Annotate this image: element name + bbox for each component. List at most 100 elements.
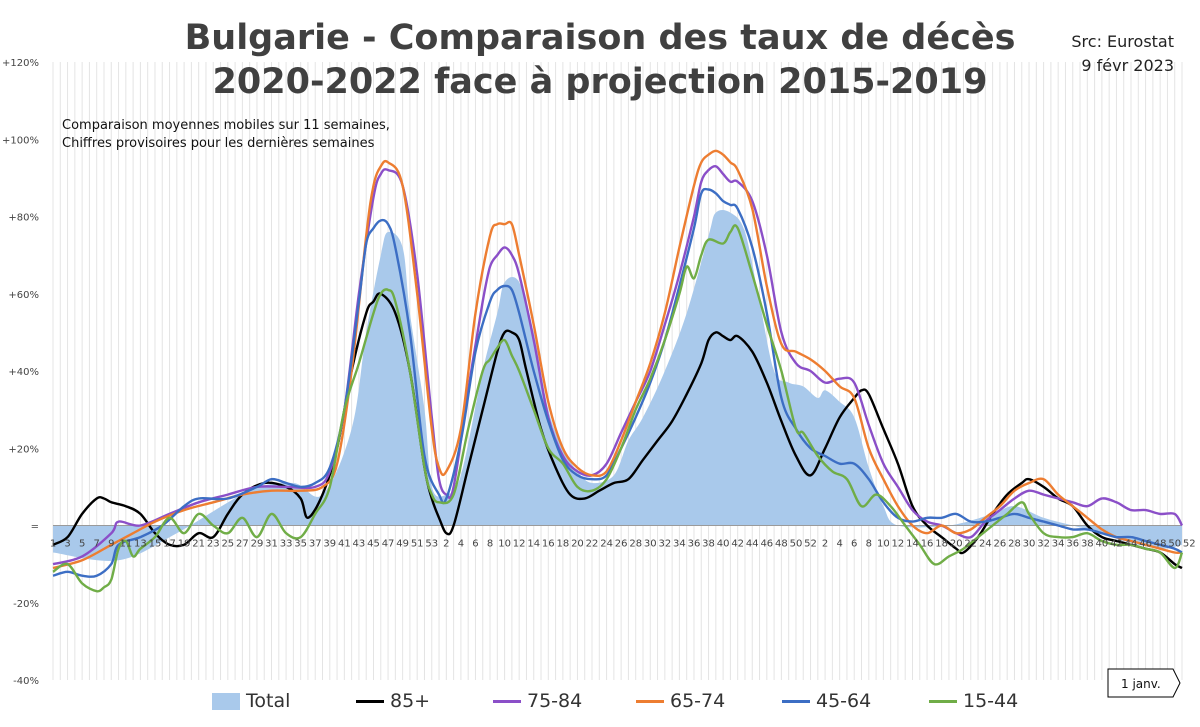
x-tick-label: 52 (804, 539, 817, 550)
x-tick-label: 6 (851, 539, 857, 550)
x-tick-label: 46 (760, 539, 773, 550)
x-tick-label: 22 (964, 539, 977, 550)
x-tick-label: 51 (411, 539, 424, 550)
x-tick-label: 27 (236, 539, 249, 550)
x-axis-ticks: 1 3 5 7 9 11 13 15 17 19 21 23 25 27 29 31 33 35 37 39 41 43 4… (50, 539, 1196, 550)
x-tick-label: 28 (629, 539, 642, 550)
legend-swatch-icon (929, 699, 957, 703)
x-tick-label: 39 (323, 539, 336, 550)
x-tick-label: 48 (775, 539, 788, 550)
legend-swatch-icon (493, 699, 521, 703)
x-tick-label: 49 (396, 539, 409, 550)
x-tick-label: 53 (425, 539, 438, 550)
x-tick-label: 32 (658, 539, 671, 550)
x-tick-label: 6 (472, 539, 478, 550)
x-tick-label: 26 (994, 539, 1007, 550)
x-tick-label: 38 (702, 539, 715, 550)
year-marker: 1 janv. (1107, 668, 1181, 698)
x-tick-label: 52 (1183, 539, 1196, 550)
x-tick-label: 44 (746, 539, 759, 550)
legend-swatch-icon (356, 699, 384, 703)
legend-label: 75-84 (527, 690, 583, 712)
year-marker-box-icon (1107, 668, 1181, 698)
legend-item-65-74: 65-74 (636, 686, 725, 716)
legend-label: Total (246, 690, 291, 712)
x-tick-label: 7 (94, 539, 100, 550)
x-tick-label: 12 (513, 539, 526, 550)
x-tick-label: 50 (790, 539, 803, 550)
x-tick-label: 40 (1096, 539, 1109, 550)
x-tick-label: 40 (717, 539, 730, 550)
x-tick-label: 28 (1008, 539, 1021, 550)
x-tick-label: 34 (673, 539, 686, 550)
x-tick-label: 21 (192, 539, 205, 550)
y-tick-label: -20% (13, 599, 39, 610)
series-line-85 (52, 292, 1183, 570)
legend-label: 15-44 (963, 690, 1019, 712)
legend: Total 85+ 75-84 65-74 45-64 15-44 (0, 686, 1200, 716)
x-tick-label: 30 (1023, 539, 1036, 550)
y-tick-label: +20% (8, 444, 39, 455)
x-tick-label: 24 (979, 539, 992, 550)
x-tick-label: 24 (600, 539, 613, 550)
legend-swatch-icon (636, 699, 664, 703)
y-tick-label: -40% (13, 676, 39, 687)
legend-item-75-84: 75-84 (493, 686, 582, 716)
x-tick-label: 30 (644, 539, 657, 550)
x-tick-label: 26 (615, 539, 628, 550)
legend-item-15-44: 15-44 (929, 686, 1018, 716)
legend-label: 65-74 (670, 690, 726, 712)
legend-item-total: Total (212, 686, 290, 716)
y-tick-label: +80% (8, 213, 39, 224)
x-tick-label: 17 (163, 539, 176, 550)
x-tick-label: 10 (498, 539, 511, 550)
x-tick-label: 42 (1110, 539, 1123, 550)
x-tick-label: 1 (50, 539, 56, 550)
x-tick-label: 44 (1125, 539, 1138, 550)
x-tick-label: 9 (108, 539, 114, 550)
x-tick-label: 11 (119, 539, 132, 550)
note-line2: Chiffres provisoires pour les dernières … (62, 136, 375, 151)
y-tick-label: +120% (2, 58, 39, 69)
x-tick-label: 19 (178, 539, 191, 550)
x-tick-label: 41 (338, 539, 351, 550)
x-tick-label: 20 (950, 539, 963, 550)
x-tick-label: 45 (367, 539, 380, 550)
legend-item-85: 85+ (356, 686, 430, 716)
x-tick-label: 35 (294, 539, 307, 550)
x-tick-label: 25 (221, 539, 234, 550)
source-label: Src: Eurostat (1071, 32, 1174, 51)
legend-label: 85+ (390, 690, 431, 712)
x-tick-label: 34 (1052, 539, 1065, 550)
x-tick-label: 36 (1066, 539, 1079, 550)
y-tick-label: +100% (2, 135, 39, 146)
x-tick-label: 33 (280, 539, 293, 550)
x-tick-label: 46 (1139, 539, 1152, 550)
x-tick-label: 18 (935, 539, 948, 550)
x-tick-label: 48 (1154, 539, 1167, 550)
series-line-15-44 (52, 224, 1184, 593)
x-tick-label: 2 (822, 539, 828, 550)
legend-swatch-icon (782, 699, 810, 703)
vertical-gridlines (52, 62, 1183, 680)
chart-title-line2: 2020-2022 face à projection 2015-2019 (212, 62, 988, 102)
legend-label: 45-64 (816, 690, 872, 712)
x-tick-label: 4 (836, 539, 842, 550)
x-tick-label: 43 (353, 539, 366, 550)
x-tick-label: 22 (586, 539, 599, 550)
x-tick-label: 23 (207, 539, 220, 550)
series-lines-layer (52, 149, 1184, 593)
x-tick-label: 29 (251, 539, 264, 550)
x-tick-label: 31 (265, 539, 278, 550)
legend-item-45-64: 45-64 (782, 686, 871, 716)
x-tick-label: 2 (443, 539, 449, 550)
x-tick-label: 36 (688, 539, 701, 550)
y-axis-ticks: -40% -20% = +20% +40% +60% +80% +100% +120% (2, 58, 39, 687)
x-tick-label: 8 (866, 539, 872, 550)
x-tick-label: 13 (134, 539, 147, 550)
x-tick-label: 4 (458, 539, 464, 550)
x-tick-label: 37 (309, 539, 322, 550)
x-tick-label: 5 (79, 539, 85, 550)
x-tick-label: 15 (149, 539, 162, 550)
x-tick-label: 14 (906, 539, 919, 550)
